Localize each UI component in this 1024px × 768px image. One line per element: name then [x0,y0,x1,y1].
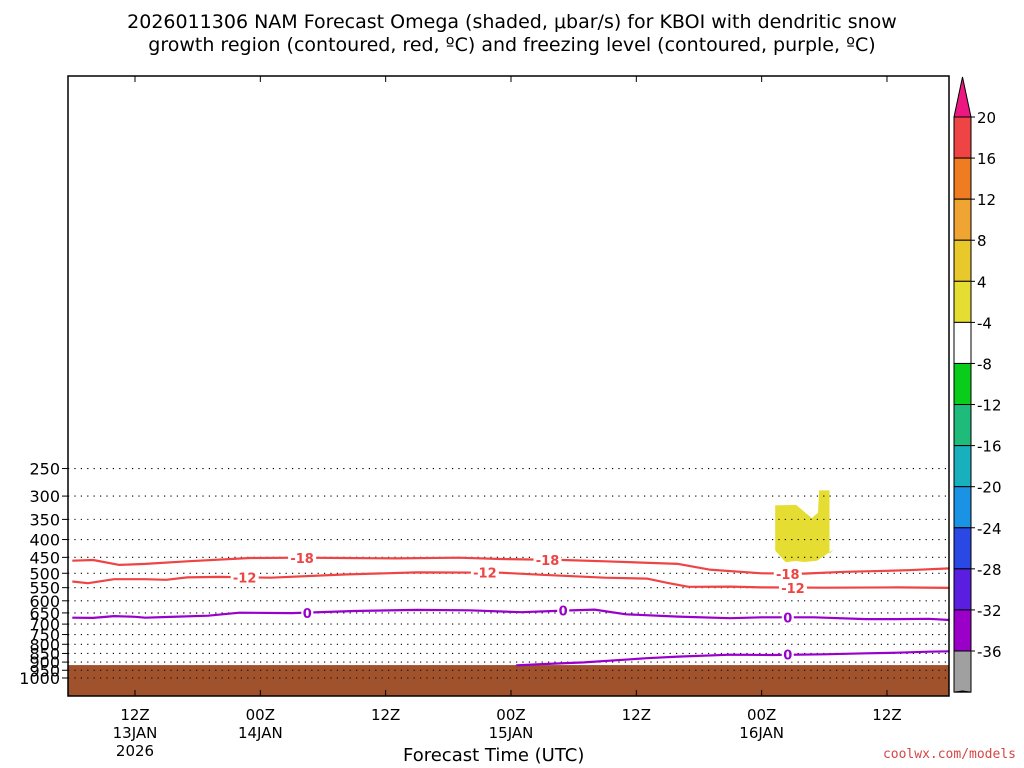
colorbar-label: -24 [977,520,1002,538]
contour-label: -12 [473,566,497,581]
x-tick-label: 16JAN [739,724,784,742]
y-tick-label: 850 [29,644,60,663]
x-tick-label: 12Z [120,706,149,724]
x-tick-label: 15JAN [489,724,534,742]
contour-label: -18 [536,554,560,569]
credit-text: coolwx.com/models [882,747,1016,762]
colorbar-swatch [953,198,972,241]
contour-label: -12 [233,572,257,587]
contour-label-bg [533,553,562,568]
x-tick-label: 00Z [496,706,525,724]
x-tick-label: 12Z [371,706,400,724]
contour-label: 0 [783,611,792,626]
colorbar-swatch [953,362,972,406]
contour-label-bg [301,605,314,620]
y-tick-label: 800 [29,635,60,654]
contour-label: 0 [559,605,568,620]
contour-label-bg [557,603,570,618]
y-tick-label: 750 [29,626,60,645]
x-tick-label: 2026 [116,742,154,760]
colorbar-top-arrow [953,76,972,118]
colorbar-swatch [953,280,972,323]
contour-label-bg [288,551,317,566]
colorbar-swatch [953,609,972,652]
ground-fill [68,665,949,696]
colorbar-label: 12 [977,191,996,209]
contour-line [516,650,950,667]
x-tick-label: 13JAN [113,724,158,742]
colorbar-label: 4 [977,273,987,291]
colorbar-swatch [953,239,972,282]
chart-title-line-1: 2026011306 NAM Forecast Omega (shaded, μ… [127,11,897,33]
y-tick-label: 250 [29,460,60,479]
y-tick-label: 700 [29,615,60,634]
contour-label-bg [230,570,259,585]
x-tick-label: 00Z [246,706,275,724]
y-tick-label: 650 [29,604,60,623]
y-tick-label: 1000 [19,669,60,688]
y-tick-label: 400 [29,531,60,550]
colorbar-swatch [953,486,972,529]
colorbar-swatch [953,157,972,200]
colorbar-label: 8 [977,232,987,250]
y-tick-label: 950 [29,661,60,680]
contour-label-bg [781,610,794,625]
contour-line [72,608,950,622]
contour-label: 0 [783,649,792,664]
colorbar-label: -8 [977,355,992,373]
y-tick-label: 550 [29,579,60,598]
contour-label-bg [773,566,802,581]
y-tick-label: 300 [29,487,60,506]
contour-label: -18 [776,568,800,583]
colorbar-swatch [953,650,972,693]
contour-line [72,556,950,575]
colorbar-label: 20 [977,109,996,127]
omega-shaded-region [775,490,834,563]
colorbar-swatch [953,527,972,570]
contour-line [72,571,950,589]
colorbar-swatch [953,568,972,611]
x-tick-label: 14JAN [238,724,283,742]
colorbar-label: -20 [977,479,1002,497]
colorbar-swatch [953,404,972,447]
y-tick-label: 900 [29,653,60,672]
chart-title-line-2: growth region (contoured, red, ºC) and f… [148,34,876,56]
contour-label-bg [781,647,794,662]
colorbar-bottom-arrow [953,690,972,693]
colorbar-label: -12 [977,397,1002,415]
contour-label-bg [470,565,499,580]
colorbar-label: -4 [977,314,992,332]
contour-label: -12 [781,582,805,597]
colorbar-label: -16 [977,438,1002,456]
colorbar-swatch [953,445,972,488]
x-tick-label: 00Z [747,706,776,724]
y-tick-label: 500 [29,564,60,583]
y-tick-label: 600 [29,592,60,611]
plot-frame [67,75,950,697]
contour-label-bg [778,580,807,595]
x-tick-label: 12Z [622,706,651,724]
y-tick-label: 350 [29,510,60,529]
colorbar-label: 16 [977,150,996,168]
y-tick-label: 450 [29,548,60,567]
x-tick-label: 12Z [872,706,901,724]
colorbar-swatch [953,321,972,364]
contour-label: 0 [303,607,312,622]
x-axis-title: Forecast Time (UTC) [403,745,585,766]
colorbar-swatch [953,116,972,159]
contour-label: -18 [290,552,314,567]
colorbar-label: -28 [977,561,1002,579]
colorbar-label: -36 [977,643,1002,661]
colorbar-label: -32 [977,602,1002,620]
